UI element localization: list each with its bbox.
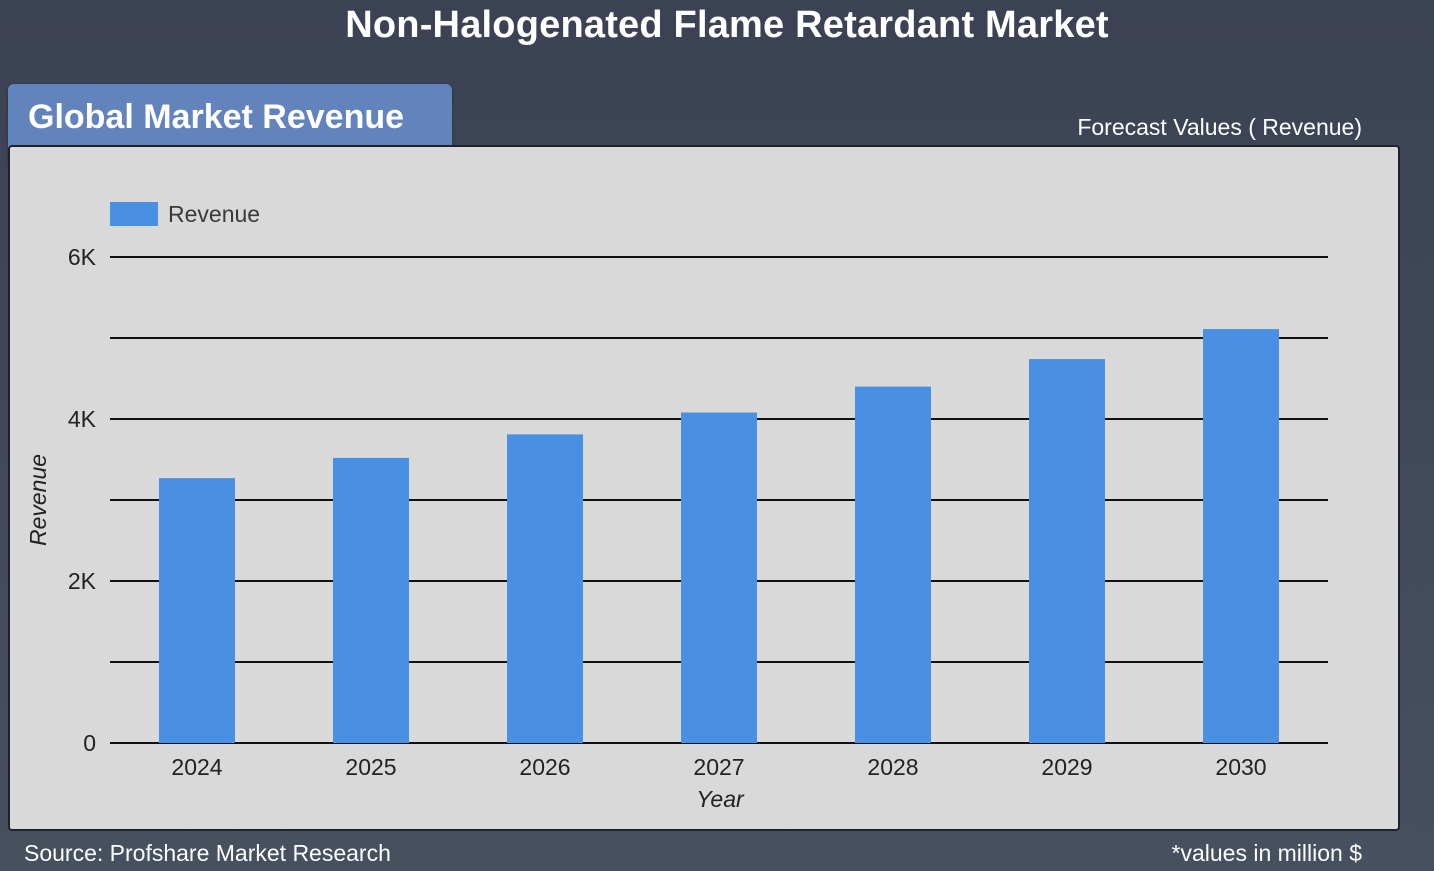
units-note: *values in million $ [1171,840,1362,866]
bars [159,329,1279,743]
x-tick-label: 2024 [171,754,222,780]
bar-2029 [1029,359,1105,743]
bar-2025 [333,457,409,743]
bar-2026 [507,434,583,743]
y-tick-label: 4K [68,406,97,432]
bar-2024 [159,478,235,743]
x-tick-label: 2026 [519,754,570,780]
y-axis-title: Revenue [25,454,51,546]
y-tick-label: 0 [83,730,96,756]
header-tab-label: Global Market Revenue [28,98,405,136]
x-tick-label: 2029 [1041,754,1092,780]
source-note: Source: Profshare Market Research [24,840,391,866]
x-tick-label: 2028 [867,754,918,780]
x-axis-title: Year [696,786,745,812]
chart-panel: 0 2K 4K 6K 2024 2025 2026 2027 2028 2029 2030 Reve… [8,145,1400,831]
y-tick-label: 2K [68,568,97,594]
legend: Revenue [110,201,260,227]
bar-2030 [1203,329,1279,743]
page-title: Non-Halogenated Flame Retardant Market [345,4,1109,46]
revenue-bar-chart: 0 2K 4K 6K 2024 2025 2026 2027 2028 2029 2030 Reve… [25,201,1328,812]
x-tick-label: 2030 [1215,754,1266,780]
y-tick-label: 6K [68,244,97,270]
axes: 0 2K 4K 6K 2024 2025 2026 2027 2028 2029 2030 [68,244,1267,780]
bar-2028 [855,386,931,743]
forecast-label: Forecast Values ( Revenue) [1077,114,1362,140]
legend-label-revenue: Revenue [168,201,260,227]
bar-2027 [681,412,757,743]
x-tick-label: 2025 [345,754,396,780]
x-tick-label: 2027 [693,754,744,780]
legend-swatch-revenue [110,202,158,226]
